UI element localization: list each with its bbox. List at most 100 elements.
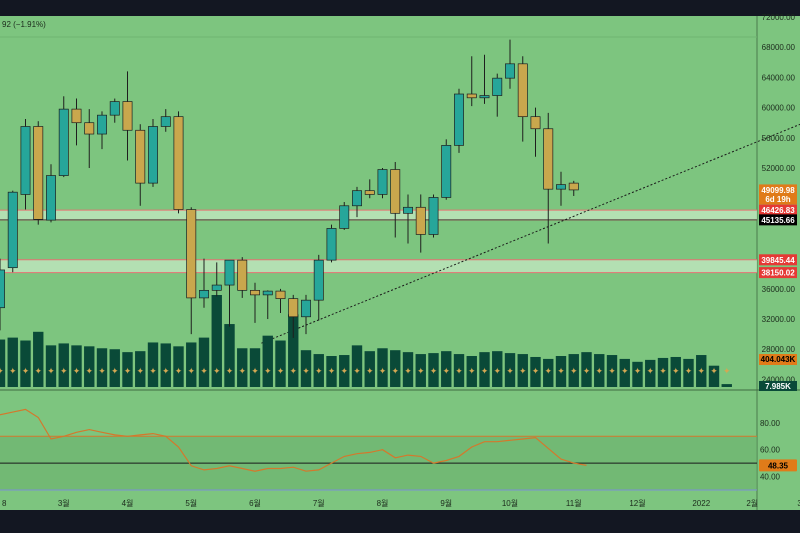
volume-bar bbox=[708, 365, 720, 387]
time-tick-label: 12월 bbox=[629, 498, 645, 508]
volume-marker-icon: ✦ bbox=[136, 367, 144, 377]
volume-bar bbox=[441, 351, 452, 387]
candle-body bbox=[517, 63, 528, 118]
volume-marker-icon: ✦ bbox=[251, 367, 259, 377]
price-tag bbox=[759, 267, 797, 279]
candle-body bbox=[530, 116, 541, 130]
volume-marker-icon: ✦ bbox=[430, 367, 438, 377]
volume-bar bbox=[249, 348, 261, 387]
volume-marker-icon: ✦ bbox=[481, 367, 489, 377]
candle-body bbox=[84, 122, 95, 135]
rsi-tick-label: 80.00 bbox=[760, 419, 781, 428]
volume-bar bbox=[504, 353, 516, 387]
volume-marker-icon: ✦ bbox=[111, 367, 119, 377]
volume-bar bbox=[109, 349, 120, 387]
volume-bar bbox=[300, 350, 312, 387]
candle-body bbox=[135, 129, 146, 184]
volume-bar bbox=[237, 348, 248, 387]
price-change-text: 92 (−1.91%) bbox=[2, 20, 46, 29]
time-tick-label: 6월 bbox=[249, 498, 261, 508]
volume-marker-icon: ✦ bbox=[672, 367, 680, 377]
volume-marker-icon: ✦ bbox=[634, 367, 642, 377]
volume-marker-icon: ✦ bbox=[570, 367, 578, 377]
volume-marker-icon: ✦ bbox=[455, 367, 463, 377]
volume-bars: ✦ ✦ ✦ ✦ ✦ ✦ ✦ ✦ ✦ ✦ ✦ ✦ ✦ ✦ ✦ ✦ ✦ ✦ ✦ ✦ ✦ ✦ ✦ ✦ ✦ ✦ ✦ ✦ ✦ ✦ ✦ ✦ ✦ ✦ ✦ ✦ ✦ ✦ ✦ ✦… bbox=[0, 295, 732, 387]
time-tick-label: 3월 bbox=[797, 498, 800, 508]
volume-bar bbox=[211, 295, 222, 387]
candle-body bbox=[71, 108, 82, 124]
candle-body bbox=[339, 205, 350, 229]
candle-body bbox=[7, 191, 18, 269]
time-tick-label: 8 bbox=[2, 499, 7, 508]
rsi-line bbox=[0, 408, 587, 472]
time-tick-label: 4월 bbox=[122, 498, 134, 508]
candle-body bbox=[224, 259, 235, 286]
candle-body bbox=[186, 209, 197, 299]
price-tag-label: 46426.83 bbox=[761, 206, 795, 215]
volume-bar bbox=[517, 354, 528, 387]
time-axis: 3월 4월 5월 6월 7월 8월 9월 10월 11월 12월 2022 2월 3월 8 bbox=[2, 498, 800, 508]
candle-body bbox=[390, 169, 401, 214]
rsi-value-tag bbox=[759, 459, 797, 472]
volume-bar bbox=[364, 351, 375, 387]
candle-body bbox=[326, 228, 337, 261]
volume-bar bbox=[555, 356, 567, 387]
volume-bar bbox=[262, 335, 273, 387]
volume-marker-icon: ✦ bbox=[697, 367, 705, 377]
candle-body bbox=[352, 190, 362, 207]
candle-body bbox=[211, 284, 222, 291]
volume-marker-icon: ✦ bbox=[9, 367, 17, 377]
candle-body bbox=[46, 175, 56, 221]
volume-marker-icon: ✦ bbox=[340, 367, 348, 377]
volume-bar bbox=[288, 314, 299, 387]
volume-bar bbox=[313, 354, 324, 387]
volume-marker-icon: ✦ bbox=[379, 367, 387, 377]
volume-bar bbox=[415, 354, 426, 387]
candle-body bbox=[505, 63, 515, 79]
volume-bar bbox=[492, 351, 503, 387]
volume-marker-icon: ✦ bbox=[544, 367, 552, 377]
volume-bottom-tag bbox=[759, 381, 797, 391]
volume-bar bbox=[632, 361, 643, 387]
volume-bar bbox=[326, 356, 337, 387]
volume-marker-icon: ✦ bbox=[442, 367, 450, 377]
volume-bar bbox=[606, 355, 618, 387]
candles bbox=[0, 39, 579, 338]
volume-marker-icon: ✦ bbox=[646, 367, 654, 377]
volume-bar bbox=[645, 359, 656, 387]
candle-body bbox=[0, 269, 5, 309]
time-tick-label: 3월 bbox=[58, 498, 70, 508]
volume-marker-icon: ✦ bbox=[264, 367, 272, 377]
volume-marker-icon: ✦ bbox=[277, 367, 285, 377]
volume-marker-icon: ✦ bbox=[353, 367, 361, 377]
volume-marker-icon: ✦ bbox=[685, 367, 693, 377]
price-tag-label: 45135.66 bbox=[761, 216, 795, 225]
price-tick-label: 52000.00 bbox=[762, 164, 796, 173]
volume-bar bbox=[581, 352, 592, 387]
trendline bbox=[261, 123, 800, 344]
volume-bar bbox=[683, 358, 694, 387]
volume-bar bbox=[135, 351, 146, 387]
candle-body bbox=[415, 206, 426, 235]
volume-marker-icon: ✦ bbox=[0, 367, 4, 377]
time-tick-label: 5월 bbox=[185, 498, 197, 508]
volume-marker-icon: ✦ bbox=[659, 367, 667, 377]
volume-bar bbox=[402, 352, 414, 387]
volume-marker-icon: ✦ bbox=[85, 367, 93, 377]
volume-marker-icon: ✦ bbox=[723, 367, 731, 377]
volume-bar bbox=[7, 337, 18, 387]
volume-bar bbox=[428, 353, 439, 387]
volume-marker-icon: ✦ bbox=[583, 367, 591, 377]
price-tag-countdown: 6d 19h bbox=[765, 195, 790, 204]
price-tick-label: 28000.00 bbox=[762, 345, 796, 354]
volume-bar bbox=[198, 337, 210, 387]
price-tag bbox=[759, 204, 797, 216]
volume-bar bbox=[45, 345, 57, 387]
volume-marker-icon: ✦ bbox=[149, 367, 157, 377]
volume-bar bbox=[390, 350, 401, 387]
price-tick-label: 72000.00 bbox=[762, 13, 796, 22]
rsi-tick-label: 40.00 bbox=[760, 473, 781, 482]
volume-marker-icon: ✦ bbox=[22, 367, 30, 377]
volume-marker-icon: ✦ bbox=[226, 367, 234, 377]
